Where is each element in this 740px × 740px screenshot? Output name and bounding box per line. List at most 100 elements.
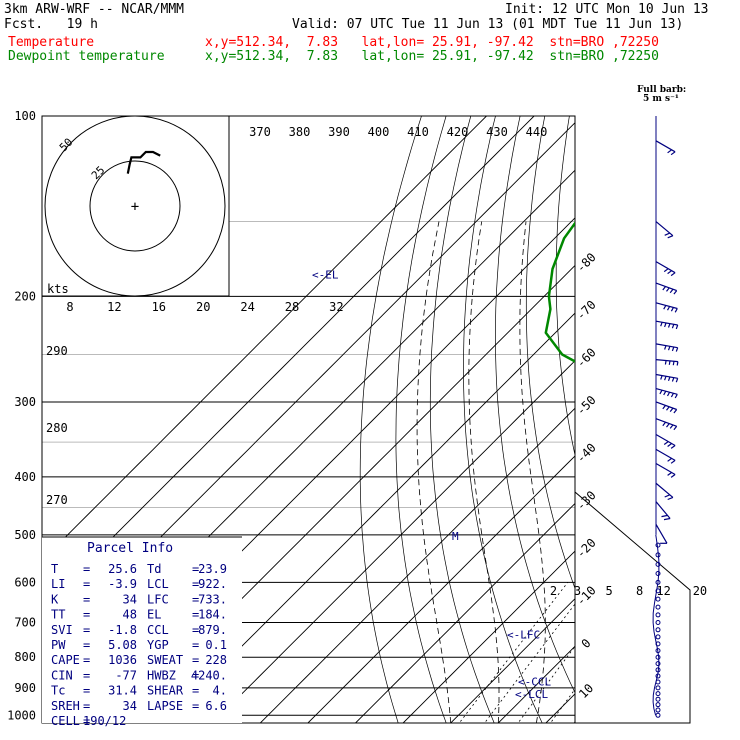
isobar-label: 800 xyxy=(14,650,36,664)
theta-label: 410 xyxy=(407,125,429,139)
wind-barb-flag xyxy=(673,425,678,431)
temperature-profile xyxy=(618,116,740,718)
parcel-info-value: 190/12 xyxy=(83,714,126,728)
wind-barb-staff xyxy=(655,343,678,349)
calm-wind-marker xyxy=(655,712,661,718)
wind-barb-flag xyxy=(663,268,669,273)
dewpoint-label: Dewpoint temperature xyxy=(8,49,165,64)
isotherm-label: -20 xyxy=(574,536,599,561)
wind-barb-staff xyxy=(655,140,676,153)
parcel-info-key: LCL xyxy=(147,577,169,591)
hodograph-axis-tick: 12 xyxy=(107,300,121,314)
parcel-info-value: 922. xyxy=(198,577,227,591)
parcel-info-key: LFC xyxy=(147,592,169,606)
parcel-info-row: SREH = 34 LAPSE = 6.6 xyxy=(51,699,227,713)
parcel-info-equals: = xyxy=(83,668,90,682)
hodograph-box xyxy=(41,115,230,297)
parcel-info-value: -3.9 xyxy=(108,577,137,591)
parcel-info-equals: = xyxy=(83,638,90,652)
model-title: 3km ARW-WRF -- NCAR/MMM xyxy=(4,2,185,17)
wind-barb-flag xyxy=(671,324,675,329)
wind-barb xyxy=(655,140,676,156)
hodograph-axis-tick: 32 xyxy=(329,300,343,314)
isobar-label: 900 xyxy=(14,681,36,695)
isotherm-label: 10 xyxy=(576,681,596,701)
wind-barb-staff xyxy=(655,388,678,395)
parcel-info-value: 48 xyxy=(123,608,137,622)
wind-barb-flag xyxy=(668,360,671,365)
wind-barb-flag xyxy=(661,514,668,518)
wind-barb xyxy=(655,221,674,239)
parcel-info-key: Td xyxy=(147,562,161,576)
wind-barb-flag xyxy=(667,270,672,275)
hodograph-center-mark: + xyxy=(131,199,139,215)
wind-barb-flag xyxy=(666,406,670,411)
moist-adiabat-line xyxy=(651,222,740,724)
wind-barb-flag xyxy=(669,288,674,294)
wind-barb-staff xyxy=(655,261,676,274)
wind-barb xyxy=(655,302,678,313)
wind-barb-flag xyxy=(674,394,678,399)
wind-barb-flag xyxy=(675,324,679,330)
calm-wind-marker xyxy=(655,619,661,625)
wind-barb-staff xyxy=(655,221,674,237)
isotherm-label: -70 xyxy=(574,298,599,323)
isobar-label: 200 xyxy=(14,289,36,303)
wind-barb-flag xyxy=(671,377,675,382)
level-annotation: <-CCL xyxy=(518,676,551,689)
wind-barb-staff xyxy=(655,523,668,544)
dry-adiabat-line xyxy=(359,116,422,723)
wind-barb-flag xyxy=(673,409,678,414)
parcel-info-row: TT = 48 EL =184. xyxy=(51,608,227,622)
wind-barb-flag xyxy=(664,322,667,328)
wind-barb-staff xyxy=(655,501,671,519)
wind-barb-staff xyxy=(655,373,678,379)
theta-label: 290 xyxy=(46,344,68,358)
wind-barb-flag xyxy=(662,421,666,427)
wind-barb-flag xyxy=(675,347,679,352)
wind-barb-flag xyxy=(663,517,671,521)
parcel-info-value: 23.9 xyxy=(198,562,227,576)
dry-adiabat-line xyxy=(395,116,447,723)
parcel-info-equals: = xyxy=(83,562,90,576)
parcel-info-equals: = xyxy=(83,699,90,713)
isobar-label: 1000 xyxy=(7,708,36,722)
wind-barb xyxy=(655,388,678,399)
wind-barb-flag xyxy=(664,360,667,365)
hodograph-ring xyxy=(44,115,226,297)
wind-barb-flag xyxy=(673,290,678,295)
theta-label: 400 xyxy=(368,125,390,139)
wind-barb-flag xyxy=(660,375,663,380)
moist-adiabat-line xyxy=(468,221,500,723)
hodograph-axis-tick: 28 xyxy=(285,300,299,314)
isotherm-line xyxy=(689,116,740,723)
wind-barb-flag xyxy=(669,424,674,429)
isotherm-label: 0 xyxy=(579,636,594,651)
parcel-info-key: LI xyxy=(51,577,65,591)
theta-label: 440 xyxy=(526,125,548,139)
wind-barb-flag xyxy=(664,376,667,381)
calm-wind-marker xyxy=(655,685,661,691)
mixing-ratio-line xyxy=(617,582,718,725)
parcel-info-value: -77 xyxy=(115,668,137,682)
parcel-info-value: 6.6 xyxy=(205,699,227,713)
isotherm-label: -80 xyxy=(574,250,599,275)
valid-time: Valid: 07 UTC Tue 11 Jun 13 (01 MDT Tue … xyxy=(292,17,684,32)
wind-barb xyxy=(655,320,679,330)
wind-barb-flag xyxy=(667,472,672,476)
temperature-location: x,y=512.34, 7.83 lat,lon= 25.91, -97.42 … xyxy=(205,35,659,50)
dewpoint-profile xyxy=(544,221,575,363)
parcel-info-key: CAPE xyxy=(51,653,80,667)
level-annotation: <-LCL xyxy=(515,688,548,701)
parcel-info-value: 4. xyxy=(213,684,227,698)
wind-barb-flag xyxy=(670,272,676,277)
wind-barb xyxy=(655,418,678,431)
theta-label: 430 xyxy=(486,125,508,139)
parcel-info-row: CELL =190/12 xyxy=(51,714,126,728)
calm-wind-marker xyxy=(655,604,661,610)
isotherm-line xyxy=(42,116,487,562)
wind-barb-staff xyxy=(655,320,678,326)
sounding-profiles xyxy=(544,116,740,718)
wind-barb-flag xyxy=(670,445,676,449)
calm-wind-marker xyxy=(655,588,661,594)
